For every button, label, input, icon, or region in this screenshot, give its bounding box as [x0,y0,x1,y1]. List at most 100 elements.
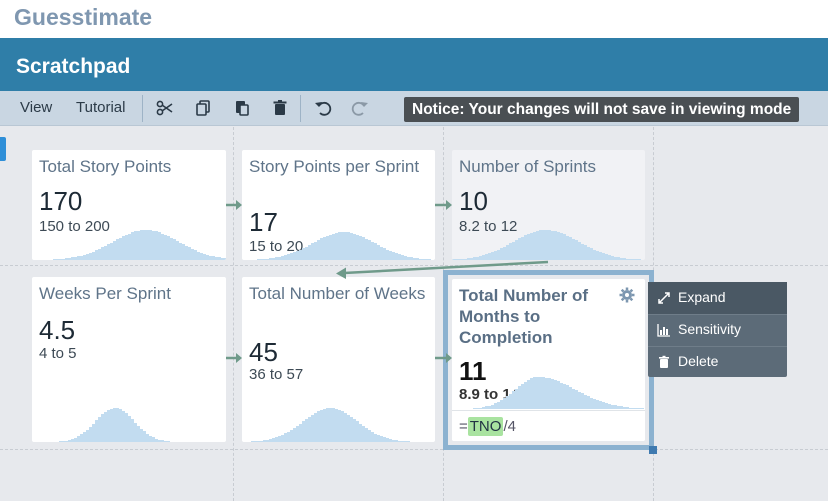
histogram-bar [593,399,596,409]
histogram-bar [308,245,311,260]
card-context-menu: Expand Sensitivity Delete [648,282,787,377]
metric-card[interactable]: Number of Sprints 10 8.2 to 12 [452,150,645,260]
metric-card-selected[interactable]: Total Number of Months to Completion 11 … [452,279,645,441]
histogram-bar [281,435,284,442]
histogram-bar [575,390,578,409]
histogram-bar [305,419,308,442]
histogram-bar [140,429,143,442]
gear-icon[interactable] [619,287,635,303]
histogram-bar [140,230,143,260]
histogram-bar [356,421,359,442]
histogram-bar [119,409,122,442]
histogram-bar [149,230,152,260]
histogram-bar [485,254,488,260]
histogram-bar [323,237,326,260]
grid-line [233,127,234,501]
tutorial-button[interactable]: Tutorial [76,99,126,116]
metric-card[interactable]: Story Points per Sprint 17 15 to 20 [242,150,435,260]
undo-icon[interactable] [313,98,333,118]
histogram-bar [176,241,179,260]
formula-token[interactable]: TNO [467,417,504,436]
histogram-bar [407,441,410,442]
histogram-bar [272,258,275,260]
histogram-bar [482,255,485,260]
card-range: 36 to 57 [249,366,304,383]
histogram-bar [128,416,131,442]
histogram-bar [344,413,347,442]
histogram-bar [557,381,560,409]
histogram-bar [491,252,494,260]
histogram-bar [98,249,101,260]
histogram-bar [518,386,521,409]
formula-field[interactable]: = TNO/4 [452,410,645,441]
histogram-bar [587,396,590,409]
histogram-bar [512,242,515,260]
histogram-bar [371,242,374,260]
histogram-bar [62,441,65,442]
toolbar-divider [142,95,143,122]
histogram-bar [422,259,425,260]
histogram-bar [161,440,164,442]
copy-icon[interactable] [193,98,213,118]
histogram-bar [545,378,548,409]
sensitivity-menu-item[interactable]: Sensitivity [648,314,787,346]
delete-menu-item[interactable]: Delete [648,346,787,378]
histogram-bar [143,230,146,260]
histogram-bar [185,246,188,260]
histogram-bar [527,380,530,409]
brand-logo[interactable]: Guesstimate [14,4,153,30]
histogram-bar [590,248,593,260]
sidebar-toggle[interactable] [0,137,6,161]
histogram-bar [275,437,278,442]
histogram-bar [221,258,224,260]
trash-icon [659,355,669,368]
histogram-bar [350,417,353,442]
histogram-bar [623,258,626,260]
histogram-bar [377,435,380,442]
metric-card[interactable]: Total Story Points 170 150 to 200 [32,150,226,260]
histogram-bar [608,404,611,409]
metric-card[interactable]: Total Number of Weeks 45 36 to 57 [242,277,435,442]
card-mean: 4.5 [39,315,76,345]
histogram-bar [53,259,56,260]
redo-icon[interactable] [350,98,370,118]
histogram-bar [257,259,260,260]
histogram-bar [89,427,92,442]
histogram-bar [284,255,287,260]
histogram-bar [386,250,389,260]
histogram-bar [266,440,269,442]
histogram-bar [353,234,356,260]
histogram-bar [311,243,314,260]
expand-menu-item[interactable]: Expand [648,282,787,314]
histogram-bar [338,410,341,442]
metric-card[interactable]: Weeks Per Sprint 4.5 4 to 5 [32,277,226,442]
histogram-bar [206,255,209,260]
histogram-bar [164,441,167,442]
scissors-icon[interactable] [155,98,175,118]
histogram-bar [353,419,356,442]
histogram-bar [521,237,524,260]
trash-icon[interactable] [270,98,290,118]
histogram-bar [524,382,527,409]
histogram-bar [77,256,80,260]
formula-suffix: /4 [503,418,516,435]
histogram-bar [506,245,509,260]
histogram-bar [290,253,293,260]
histogram-bar [563,234,566,260]
histogram-bar [155,439,158,442]
histogram-bar [167,236,170,260]
histogram-bar [548,230,551,260]
histogram-bar [383,248,386,260]
histogram-bar [83,432,86,442]
histogram-bar [557,232,560,260]
histogram-bar [605,254,608,260]
card-title: Total Number of Weeks [249,284,426,303]
histogram-bar [548,378,551,409]
histogram-bar [566,236,569,260]
resize-handle[interactable] [649,446,657,454]
view-menu-button[interactable]: View [20,99,53,116]
histogram-bar [368,240,371,260]
paste-icon[interactable] [232,98,252,118]
histogram-bar [611,256,614,260]
histogram-bar [296,426,299,442]
